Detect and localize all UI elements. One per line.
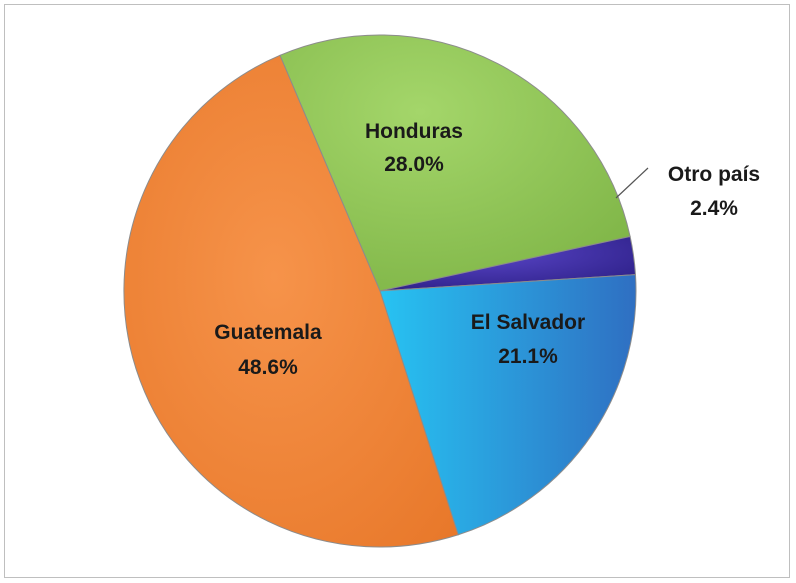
label-el-salvador-value: 21.1%	[498, 345, 558, 368]
label-guatemala-name: Guatemala	[214, 321, 322, 344]
label-honduras-value: 28.0%	[384, 153, 444, 176]
leader-line-otro-pais	[615, 167, 649, 199]
label-otro-pais-name: Otro país	[668, 163, 760, 186]
label-guatemala-value: 48.6%	[238, 356, 298, 379]
label-honduras-name: Honduras	[365, 120, 463, 143]
pie-slice-el-salvador	[379, 274, 637, 536]
label-el-salvador-name: El Salvador	[471, 311, 585, 334]
pie-slice-honduras	[279, 34, 631, 292]
label-otro-pais-value: 2.4%	[690, 197, 738, 220]
pie-slice-guatemala	[123, 54, 459, 548]
